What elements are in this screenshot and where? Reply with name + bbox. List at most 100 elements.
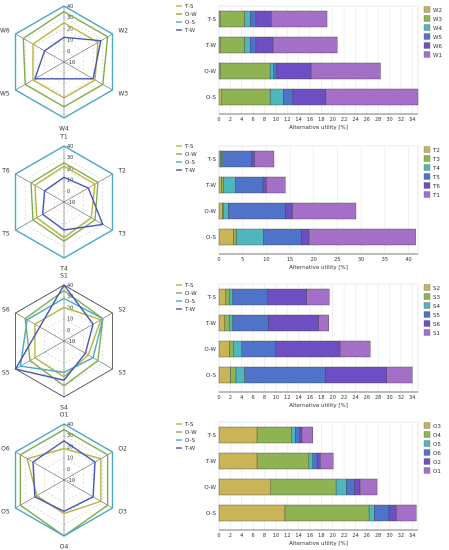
bar-segment-w4	[244, 36, 251, 54]
legend-entry: S6	[433, 322, 440, 328]
radar-series-o-s	[19, 297, 104, 374]
x-tick-label: 12	[284, 395, 290, 401]
legend-swatch	[423, 284, 431, 291]
x-tick-label: 20	[330, 533, 336, 539]
x-axis-title: Alternative utility [%]	[289, 541, 348, 547]
legend-swatch	[423, 329, 431, 336]
bar-segment-w5	[250, 36, 257, 54]
stacked-bar-chart: 0 2 4 6 8 10 12 14 16 18 20 22 24 26 28 30 32 34Alternati…	[204, 421, 441, 547]
radar-axis-label: T4	[59, 266, 68, 273]
x-tick-label: 4	[240, 533, 243, 539]
bar-segment-s2	[218, 366, 231, 384]
radar-tick-label: -10	[67, 200, 75, 206]
bar-segment-o2	[299, 426, 303, 444]
y-category-label: T-S	[207, 433, 217, 439]
radar-series-o-s	[14, 5, 114, 119]
legend-entry: T5	[432, 175, 440, 181]
legend-entry: T-W	[184, 28, 196, 34]
bar-segment-o4	[270, 478, 337, 496]
x-tick-label: 30	[386, 395, 392, 401]
radar-axis-label: O6	[1, 446, 10, 453]
radar-tick-label: 0	[67, 49, 70, 55]
bar-segment-w1	[310, 62, 381, 80]
radar-spoke	[15, 479, 65, 509]
radar-series-o-w	[22, 10, 109, 108]
radar-spoke	[63, 312, 113, 342]
radar-tick-label: 10	[67, 317, 73, 323]
bar-segment-o2	[388, 504, 397, 522]
radar-axis-label: T1	[59, 133, 68, 140]
bar-segment-w2	[218, 88, 223, 106]
legend-entry: O-W	[185, 430, 197, 436]
legend-swatch	[423, 155, 431, 162]
x-tick-label: 28	[375, 117, 381, 123]
radar-axis-label: T3	[117, 230, 126, 237]
bar-segment-s2	[218, 314, 225, 332]
x-tick-label: 40	[405, 257, 411, 263]
x-tick-label: 10	[273, 117, 279, 123]
bar-segment-w3	[219, 36, 245, 54]
radar-spoke	[15, 61, 65, 91]
legend-entry: T-W	[184, 446, 196, 452]
legend-entry: T-W	[184, 307, 196, 313]
y-category-label: O-W	[204, 347, 216, 353]
legend-swatch	[423, 15, 431, 22]
x-tick-label: 28	[375, 395, 381, 401]
bar-segment-s2	[218, 340, 230, 358]
legend-swatch	[423, 164, 431, 171]
legend-entry: O-W	[185, 152, 197, 158]
legend-entry: T6	[432, 184, 440, 190]
radar-series-t-w	[33, 36, 102, 80]
bar-segment-o5	[368, 504, 375, 522]
y-category-label: T-S	[207, 17, 217, 23]
radar-tick-label: 20	[67, 26, 73, 32]
x-tick-label: 6	[252, 533, 255, 539]
x-tick-label: 15	[287, 257, 293, 263]
x-tick-label: 16	[307, 395, 313, 401]
bar-segment-s6	[275, 340, 341, 358]
x-tick-label: 22	[341, 117, 347, 123]
legend-entry: T2	[432, 148, 440, 154]
x-tick-label: 8	[263, 117, 266, 123]
bar-segment-w4	[269, 88, 284, 106]
bar-segment-t6	[285, 202, 293, 220]
bar-segment-o4	[256, 452, 310, 470]
bar-segment-w1	[325, 88, 419, 106]
bar-segment-s2	[218, 288, 227, 306]
legend-entry: O5	[433, 442, 441, 448]
x-tick-label: 34	[409, 533, 415, 539]
x-tick-label: 32	[398, 533, 404, 539]
bar-segment-t2	[218, 228, 234, 246]
radar-axis-label: T6	[1, 168, 10, 175]
radar-tick-label: 0	[67, 328, 70, 334]
x-tick-label: 12	[284, 117, 290, 123]
x-tick-label: 4	[240, 117, 243, 123]
bar-segment-o1	[359, 478, 378, 496]
radar-axis-label: S4	[60, 405, 68, 412]
radar-tick-label: 30	[67, 155, 73, 161]
legend-swatch	[423, 458, 431, 465]
bar-segment-o1	[396, 504, 417, 522]
x-tick-label: 18	[318, 533, 324, 539]
radar-axis-label: T5	[1, 230, 10, 237]
bar-segment-s1	[318, 314, 329, 332]
legend-swatch	[423, 467, 431, 474]
bar-segment-o2	[317, 452, 321, 470]
bar-segment-t6	[262, 176, 267, 194]
x-tick-label: 34	[409, 117, 415, 123]
bar-segment-w5	[250, 10, 257, 28]
radar-series-t-w	[32, 439, 96, 513]
bar-segment-t6	[301, 228, 310, 246]
x-tick-label: 10	[273, 533, 279, 539]
legend-entry: O-S	[185, 160, 195, 166]
bar-segment-t1	[254, 150, 275, 168]
bar-segment-w3	[219, 10, 245, 28]
y-category-label: T-S	[207, 295, 217, 301]
y-category-label: T-W	[205, 183, 217, 189]
bar-segment-w6	[276, 62, 312, 80]
radar-axis-label: S3	[118, 369, 126, 376]
legend-entry: S4	[433, 304, 440, 310]
radar-tick-label: 20	[67, 444, 73, 450]
legend-entry: O3	[433, 424, 441, 430]
